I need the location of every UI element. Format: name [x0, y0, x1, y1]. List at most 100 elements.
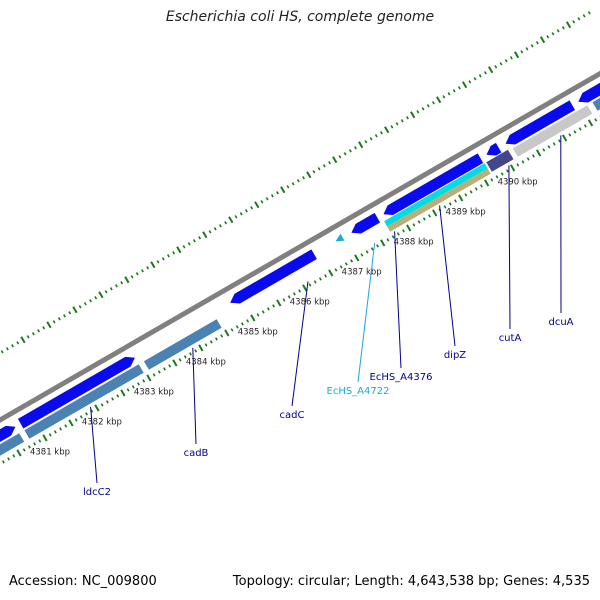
inner-tick-mark: [402, 229, 405, 233]
kbp-label: 4385 kbp: [238, 328, 278, 338]
outer-tick-mark: [135, 272, 139, 276]
inner-tick-mark: [85, 412, 88, 416]
gene-label[interactable]: EcHS_A4722: [327, 386, 390, 397]
inner-tick-mark: [33, 442, 37, 446]
kbp-label: 4386 kbp: [290, 298, 330, 308]
gene-label[interactable]: cutA: [499, 333, 522, 344]
inner-tick-mark: [568, 133, 572, 137]
inner-tick-mark: [552, 142, 556, 146]
outer-tick-mark: [234, 215, 238, 219]
inner-tick-mark: [79, 415, 83, 419]
outer-tick-mark: [380, 131, 383, 135]
inner-tick-mark: [282, 298, 286, 302]
inner-tick-mark: [209, 340, 213, 344]
gene-feature[interactable]: [0, 425, 16, 452]
gene-label[interactable]: ldcC2: [83, 487, 111, 498]
outer-tick-mark: [187, 242, 191, 246]
inner-tick-mark: [22, 448, 26, 452]
outer-tick-mark: [343, 152, 347, 156]
outer-tick-mark: [182, 245, 186, 249]
gene-labels: ldcC2 cadB cadC EcHS_A4722 EcHS_A4376 dipZ cut…: [83, 317, 574, 498]
outer-tick-mark: [410, 111, 416, 119]
outer-tick-mark: [473, 77, 477, 81]
gene-label[interactable]: dipZ: [444, 350, 466, 361]
gene-feature[interactable]: [387, 168, 491, 232]
inner-tick-track: [1, 115, 600, 464]
gene-leader-line: [192, 347, 197, 445]
outer-tick-mark: [120, 281, 124, 285]
inner-tick-mark: [137, 382, 140, 386]
outer-tick-mark: [280, 186, 286, 194]
inner-tick-mark: [146, 374, 152, 382]
outer-tick-mark: [78, 305, 82, 309]
inner-tick-mark: [391, 235, 395, 239]
inner-tick-mark: [505, 169, 509, 173]
inner-tick-mark: [526, 157, 530, 161]
gene-leader-line: [439, 205, 456, 347]
inner-tick-mark: [339, 265, 343, 269]
gene-feature[interactable]: [578, 67, 600, 103]
inner-tick-mark: [68, 419, 74, 427]
gene-label[interactable]: cadC: [280, 410, 305, 421]
gene-feature[interactable]: [143, 319, 222, 370]
outer-tick-mark: [286, 185, 290, 189]
inner-tick-mark: [59, 427, 63, 431]
outer-tick-mark: [374, 134, 378, 138]
inner-tick-mark: [287, 295, 291, 299]
inner-tick-mark: [500, 172, 504, 176]
inner-tick-mark: [386, 238, 390, 242]
inner-tick-mark: [230, 328, 234, 332]
gene-feature[interactable]: [24, 364, 144, 439]
outer-tick-mark: [109, 287, 113, 291]
gene-features: [0, 67, 600, 462]
gene-feature[interactable]: [351, 212, 381, 234]
outer-tick-mark: [83, 302, 87, 306]
genome-backbone: [0, 70, 600, 423]
inner-tick-mark: [105, 400, 109, 404]
gene-label[interactable]: EcHS_A4376: [370, 372, 433, 383]
inner-tick-mark: [142, 379, 146, 383]
outer-tick-mark: [442, 95, 446, 99]
outer-tick-mark: [94, 296, 98, 300]
outer-tick-mark: [561, 26, 565, 30]
gene-feature[interactable]: [486, 142, 502, 156]
kbp-label: 4384 kbp: [186, 358, 226, 368]
kbp-label: 4383 kbp: [134, 388, 174, 398]
inner-tick-mark: [313, 280, 317, 284]
inner-tick-mark: [215, 337, 218, 341]
outer-tick-mark: [63, 314, 66, 318]
gene-label[interactable]: dcuA: [548, 317, 573, 328]
gene-feature[interactable]: [505, 100, 575, 145]
inner-tick-mark: [42, 434, 48, 442]
gene-label[interactable]: cadB: [184, 448, 209, 459]
outer-tick-mark: [161, 257, 165, 261]
inner-tick-mark: [16, 449, 22, 457]
gene-feature[interactable]: [512, 105, 593, 157]
outer-tick-track: [0, 11, 591, 354]
inner-tick-mark: [178, 358, 182, 362]
outer-tick-mark: [146, 266, 150, 270]
inner-tick-mark: [302, 284, 308, 292]
gene-feature[interactable]: [486, 149, 514, 172]
inner-tick-mark: [443, 205, 447, 209]
gene-feature-selected[interactable]: [384, 163, 488, 227]
outer-tick-mark: [457, 86, 461, 90]
gene-feature[interactable]: [592, 78, 600, 111]
outer-tick-mark: [254, 201, 260, 209]
inner-tick-mark: [547, 145, 551, 149]
gene-feature[interactable]: [0, 433, 25, 462]
gene-feature[interactable]: [383, 153, 484, 215]
outer-tick-mark: [406, 116, 409, 120]
outer-tick-mark: [265, 197, 269, 201]
outer-tick-mark: [124, 276, 130, 284]
pseudogene-feature[interactable]: [335, 233, 345, 242]
inner-tick-mark: [350, 259, 353, 263]
outer-tick-mark: [400, 119, 404, 123]
gene-feature[interactable]: [17, 356, 135, 429]
inner-tick-mark: [246, 319, 250, 323]
inner-tick-mark: [376, 244, 379, 248]
gene-feature[interactable]: [230, 249, 317, 304]
outer-tick-mark: [224, 221, 228, 225]
inner-tick-mark: [183, 355, 187, 359]
